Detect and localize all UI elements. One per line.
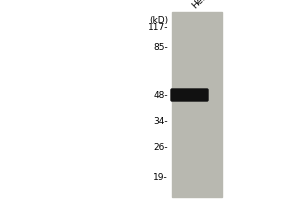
FancyBboxPatch shape (171, 89, 208, 101)
Text: 48-: 48- (153, 90, 168, 99)
Text: 26-: 26- (153, 144, 168, 152)
Text: 19-: 19- (153, 172, 168, 182)
Text: 117-: 117- (148, 23, 168, 32)
Bar (172, 12, 222, 197)
Text: 85-: 85- (153, 43, 168, 51)
Text: HeLa: HeLa (190, 0, 213, 10)
Text: 34-: 34- (153, 116, 168, 126)
Text: (kD): (kD) (149, 16, 168, 25)
